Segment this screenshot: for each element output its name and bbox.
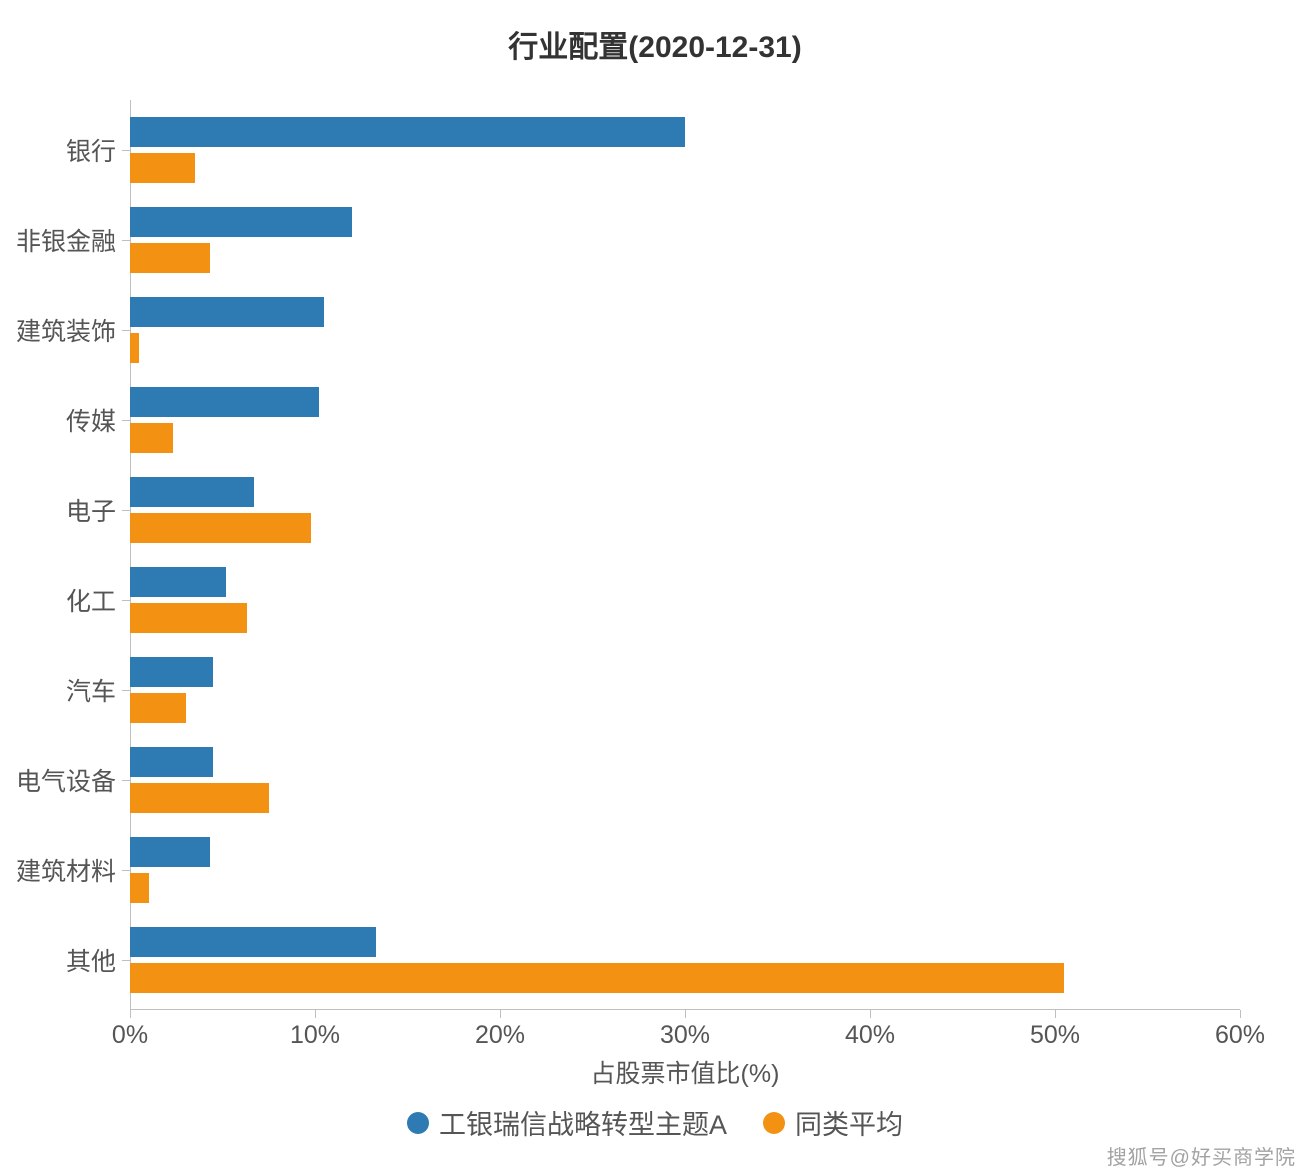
y-tick-label: 电气设备 [16,762,116,798]
y-tick-label: 其他 [66,942,116,978]
x-tick [315,1010,316,1018]
y-tick-label: 化工 [66,582,116,618]
y-tick-label: 非银金融 [16,222,116,258]
x-tick-label: 0% [112,1021,148,1050]
y-tick [122,420,130,421]
y-tick [122,510,130,511]
legend-label: 工银瑞信战略转型主题A [439,1103,727,1142]
bar [130,837,210,867]
y-tick-label: 建筑材料 [16,852,116,888]
bar [130,567,226,597]
bar [130,693,186,723]
y-tick [122,690,130,691]
plot-area: 占股票市值比(%) 0%10%20%30%40%50%60%银行非银金融建筑装饰… [130,100,1240,1010]
y-tick [122,600,130,601]
x-tick [1055,1010,1056,1018]
x-tick-label: 30% [660,1021,710,1050]
x-tick [1240,1010,1241,1018]
y-tick [122,870,130,871]
bar [130,873,149,903]
x-tick [685,1010,686,1018]
x-tick-label: 60% [1215,1021,1265,1050]
bar [130,603,247,633]
legend-item: 工银瑞信战略转型主题A [407,1103,727,1142]
legend-dot-icon [407,1112,429,1134]
x-tick [130,1010,131,1018]
y-tick-label: 电子 [66,492,116,528]
y-tick-label: 汽车 [66,672,116,708]
chart-container: 行业配置(2020-12-31) 占股票市值比(%) 0%10%20%30%40… [0,0,1310,1176]
bar [130,153,195,183]
x-tick [870,1010,871,1018]
bar [130,297,324,327]
legend-item: 同类平均 [763,1103,903,1142]
y-tick [122,960,130,961]
bar [130,333,139,363]
bar [130,783,269,813]
y-tick-label: 传媒 [66,402,116,438]
watermark-text: 搜狐号@好买商学院 [1107,1141,1296,1170]
bar [130,423,173,453]
legend: 工银瑞信战略转型主题A 同类平均 [0,1103,1310,1142]
x-tick [500,1010,501,1018]
y-tick [122,330,130,331]
legend-dot-icon [763,1112,785,1134]
x-tick-label: 50% [1030,1021,1080,1050]
y-tick [122,780,130,781]
bar [130,963,1064,993]
bar [130,927,376,957]
chart-title: 行业配置(2020-12-31) [0,22,1310,66]
bar [130,477,254,507]
bar [130,747,213,777]
bar [130,207,352,237]
bar [130,117,685,147]
y-tick [122,240,130,241]
x-tick-label: 40% [845,1021,895,1050]
y-tick-label: 银行 [66,132,116,168]
bar [130,387,319,417]
bar [130,513,311,543]
x-tick-label: 20% [475,1021,525,1050]
y-tick [122,150,130,151]
x-tick-label: 10% [290,1021,340,1050]
y-tick-label: 建筑装饰 [16,312,116,348]
bar [130,243,210,273]
x-axis-title: 占股票市值比(%) [591,1054,780,1090]
legend-label: 同类平均 [795,1103,903,1142]
bar [130,657,213,687]
